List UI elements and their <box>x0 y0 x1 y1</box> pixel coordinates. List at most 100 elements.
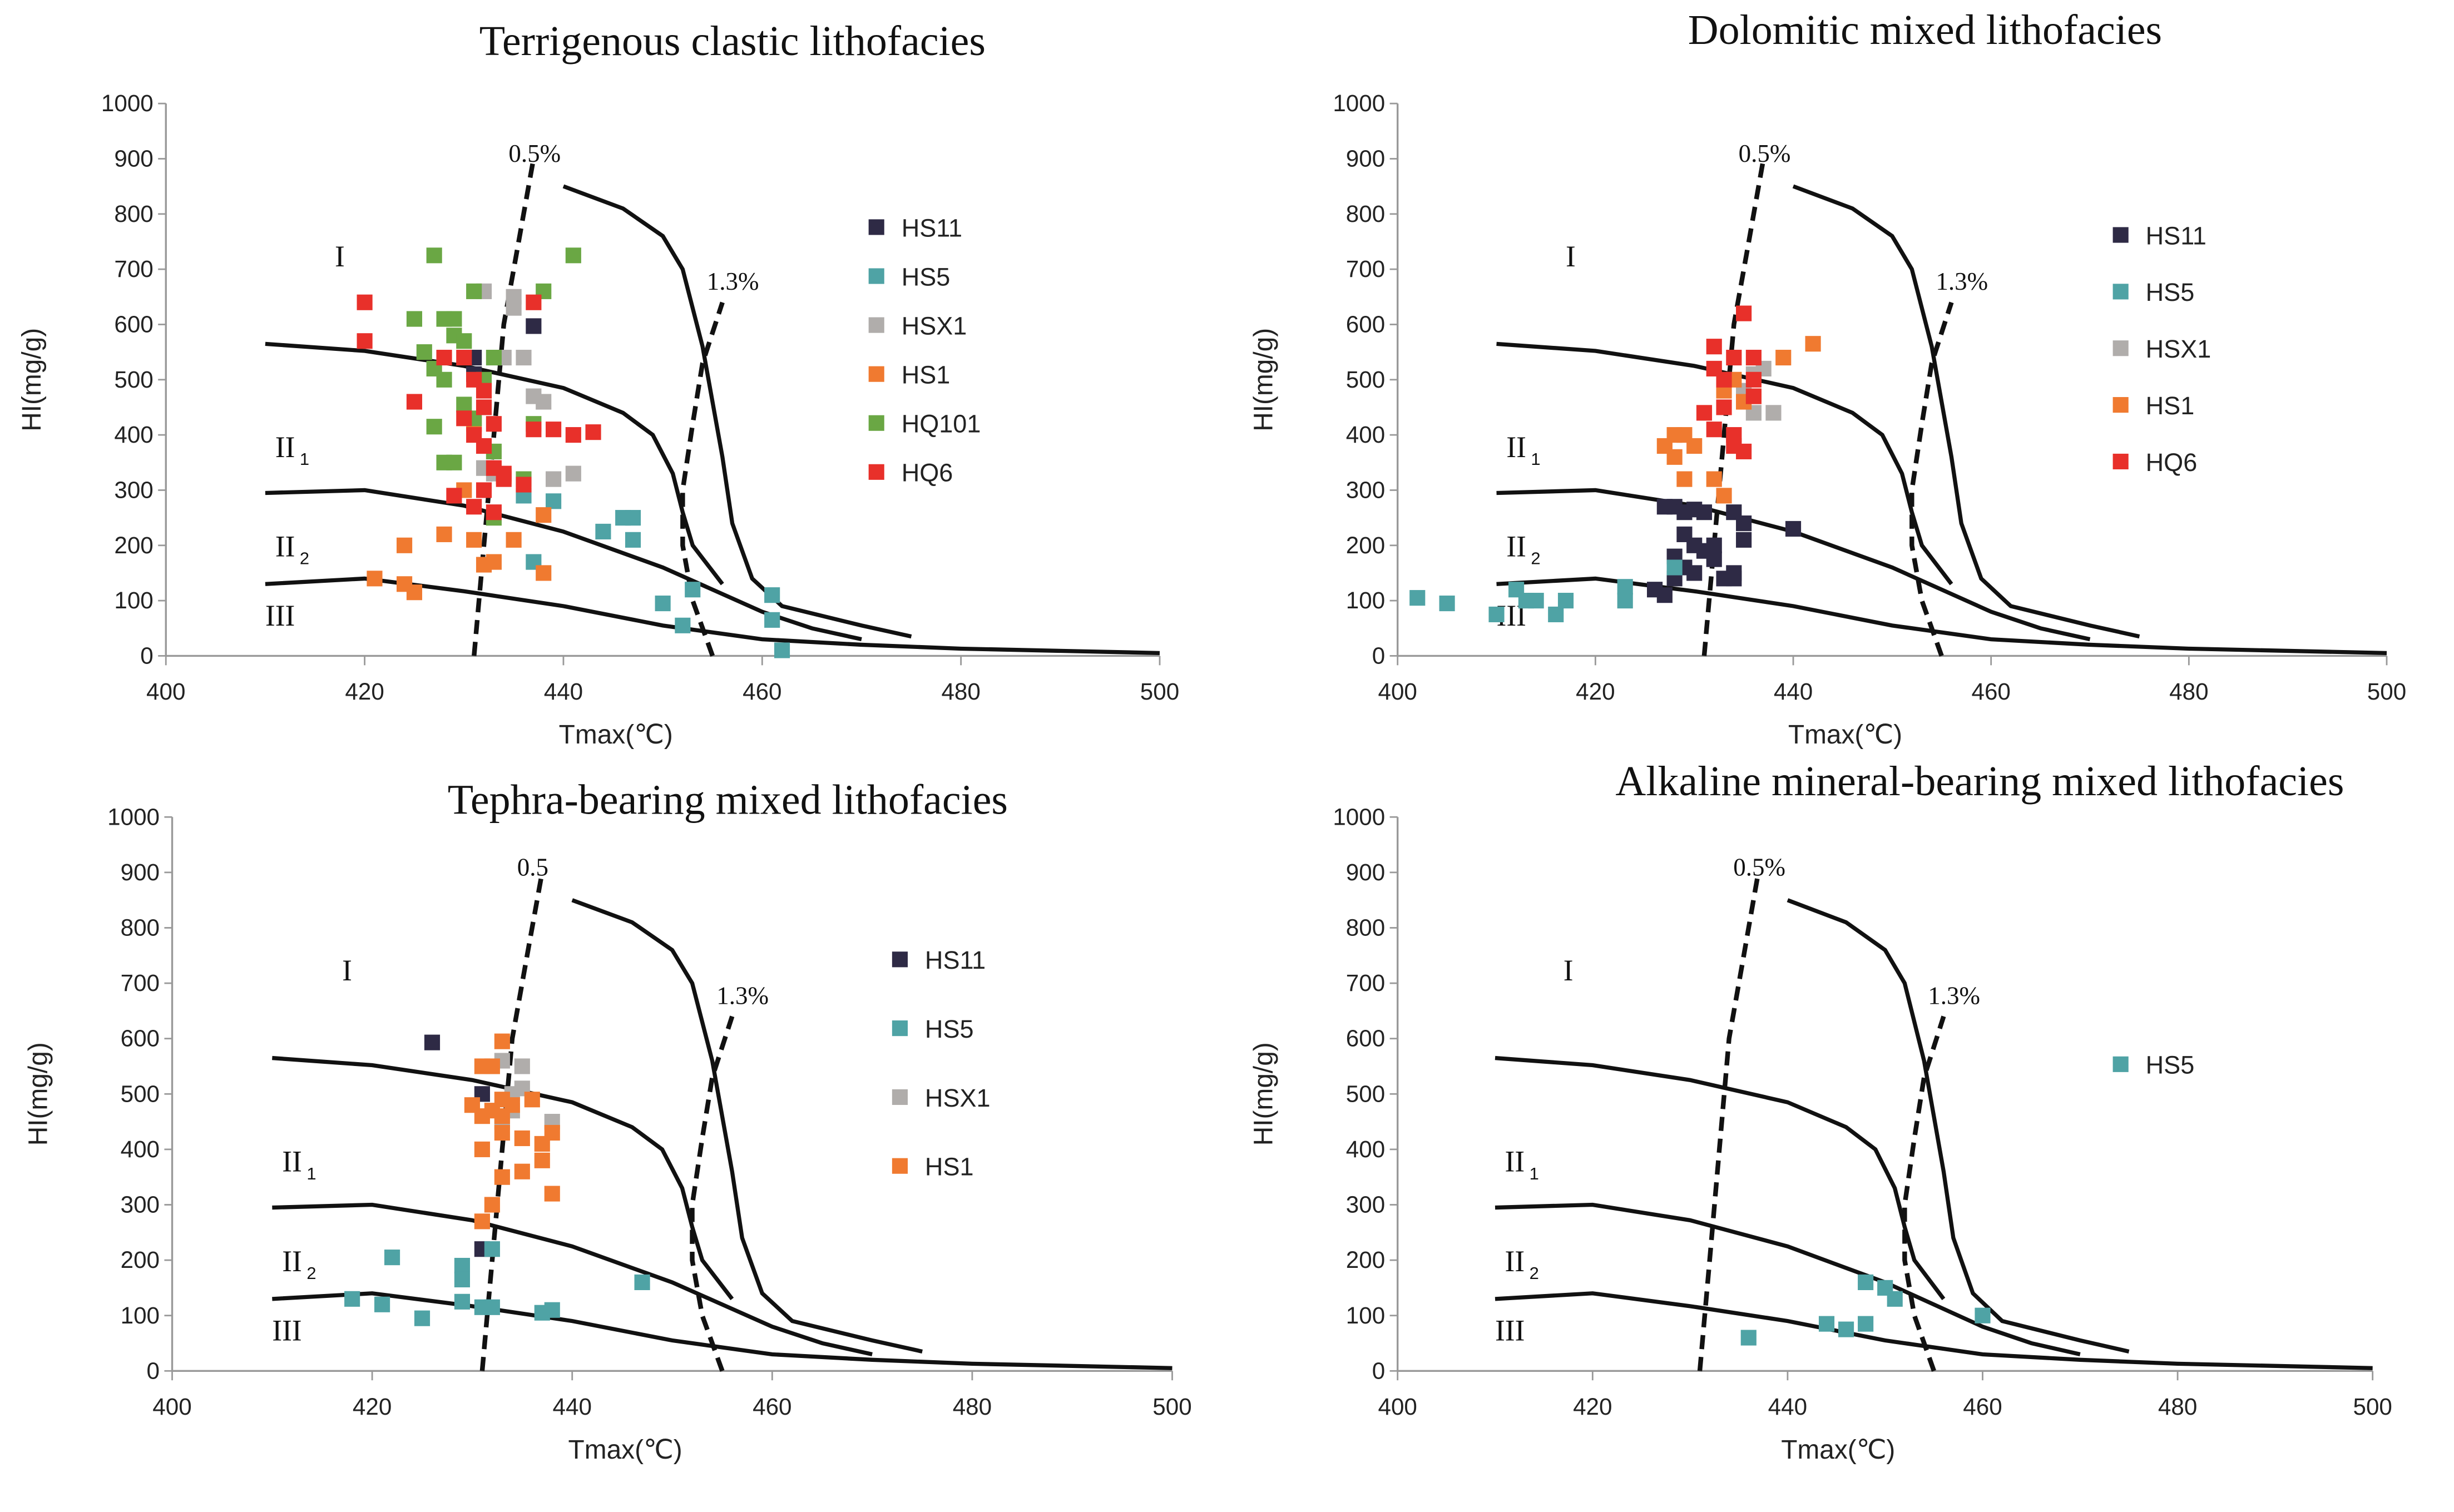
y-axis-label: HI(mg/g) <box>1249 1042 1279 1146</box>
data-point <box>1696 504 1713 520</box>
legend-swatch <box>2112 397 2129 413</box>
data-point <box>456 396 472 413</box>
data-point <box>1676 471 1693 487</box>
kerogen-type-label: II 2 <box>275 530 309 568</box>
kerogen-subtype: 2 <box>1530 1263 1539 1283</box>
x-tick-label: 480 <box>2169 678 2208 705</box>
data-point <box>1726 504 1742 520</box>
legend-label: HSX1 <box>925 1084 991 1112</box>
data-point <box>494 1169 510 1185</box>
kerogen-type-label: II 1 <box>282 1145 316 1183</box>
y-tick-label: 1000 <box>107 804 160 830</box>
x-axis-label: Tmax(℃) <box>559 720 673 750</box>
x-tick-label: 420 <box>353 1394 392 1420</box>
data-point <box>544 1186 560 1202</box>
x-tick-label: 400 <box>1378 1394 1417 1420</box>
y-tick-label: 200 <box>1346 1247 1385 1273</box>
data-point <box>426 419 442 435</box>
x-tick-label: 460 <box>1963 1394 2002 1420</box>
y-tick-label: 1000 <box>101 90 154 116</box>
y-tick-label: 400 <box>1346 1136 1385 1162</box>
data-point <box>436 526 452 542</box>
y-axis-label: HI(mg/g) <box>17 328 47 432</box>
kerogen-type-label: III <box>1495 1314 1525 1347</box>
legend-swatch <box>892 1089 908 1105</box>
boundary-I-II1-curve <box>1495 1055 1946 1301</box>
series-hq6 <box>357 294 601 520</box>
data-point <box>1736 532 1752 548</box>
ro-1-3-dashed-line <box>1902 1015 1946 1372</box>
data-point <box>1488 606 1505 622</box>
legend-label: HQ6 <box>2146 448 2198 477</box>
data-point <box>484 1241 500 1257</box>
ro-high-label: 1.3% <box>1928 981 1980 1009</box>
data-point <box>1706 422 1722 438</box>
data-point <box>516 477 532 493</box>
ro-low-label: 0.5 <box>517 853 548 881</box>
y-tick-label: 100 <box>1346 587 1385 613</box>
legend-swatch <box>868 219 884 235</box>
data-point <box>454 1293 471 1310</box>
boundary-I-II1-curve <box>265 341 724 586</box>
legend-swatch <box>868 366 884 382</box>
boundary-II2-III-curve <box>272 1291 1172 1370</box>
kerogen-type-label: II 2 <box>282 1245 316 1283</box>
data-point <box>764 612 780 628</box>
data-point <box>1975 1307 1991 1323</box>
y-tick-label: 700 <box>1346 256 1385 282</box>
y-tick-label: 200 <box>121 1247 160 1273</box>
y-tick-label: 700 <box>121 970 160 996</box>
series-hs5 <box>1740 1274 1991 1346</box>
boundary-I-II1-curve <box>272 1055 734 1301</box>
legend-swatch <box>892 1020 908 1037</box>
kerogen-type-label: III <box>272 1314 301 1347</box>
x-tick-label: 500 <box>2353 1394 2392 1420</box>
chart-title: Dolomitic mixed lithofacies <box>1688 7 2162 53</box>
x-tick-label: 480 <box>2158 1394 2197 1420</box>
chart-panel-1: Terrigenous clastic lithofacies 0 100 200 30… <box>17 18 1179 750</box>
legend-label: HS5 <box>2146 278 2195 306</box>
maturity-limit-curve <box>571 898 923 1354</box>
data-point <box>484 1197 500 1213</box>
data-point <box>526 294 542 310</box>
y-tick-label: 800 <box>114 201 153 227</box>
data-point <box>486 349 502 366</box>
data-point <box>367 571 383 587</box>
data-point <box>524 1092 540 1108</box>
ro-low-label: 0.5% <box>1739 140 1791 167</box>
series-hs1 <box>464 1033 560 1230</box>
x-tick-label: 400 <box>146 678 185 705</box>
y-tick-label: 900 <box>114 146 153 172</box>
data-point <box>506 532 522 548</box>
data-point <box>1706 551 1722 567</box>
series-hs5 <box>516 488 790 658</box>
data-point <box>1696 405 1713 421</box>
y-tick-label: 0 <box>147 1357 160 1384</box>
data-point <box>474 1141 490 1157</box>
data-point <box>494 1124 510 1141</box>
kerogen-subtype: 2 <box>300 549 309 568</box>
data-point <box>514 1130 530 1147</box>
legend-label: HS11 <box>925 946 986 974</box>
y-tick-label: 200 <box>114 532 153 558</box>
ro-0-5-dashed-line <box>479 872 545 1371</box>
legend-swatch <box>2112 453 2129 470</box>
data-point <box>486 416 502 432</box>
data-point <box>1785 520 1802 537</box>
y-tick-label: 900 <box>121 859 160 885</box>
y-tick-label: 500 <box>114 366 153 393</box>
data-point <box>494 1033 510 1049</box>
boundary-II1-II2-curve <box>1495 1202 2081 1357</box>
legend-swatch <box>892 951 908 968</box>
data-point <box>496 471 512 487</box>
data-point <box>1745 388 1762 404</box>
data-point <box>1740 1330 1757 1346</box>
ro-low-label: 0.5% <box>508 140 561 167</box>
data-point <box>1716 488 1732 504</box>
legend-swatch <box>868 268 884 284</box>
data-point <box>506 300 522 316</box>
x-tick-label: 400 <box>1378 678 1417 705</box>
legend-label: HSX1 <box>2146 335 2211 363</box>
x-tick-label: 460 <box>743 678 781 705</box>
